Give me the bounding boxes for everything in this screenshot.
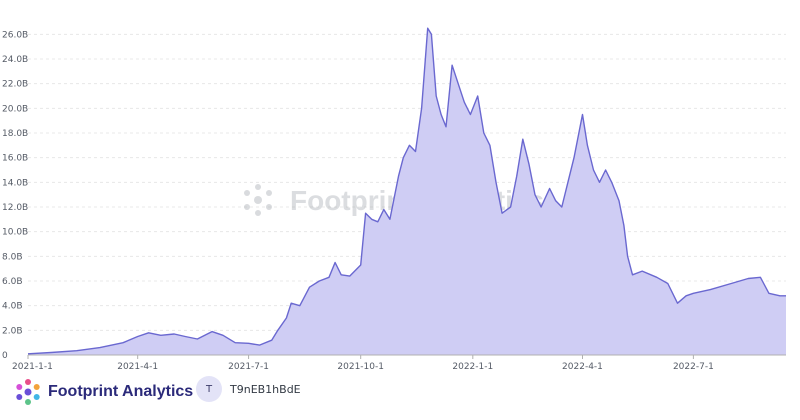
y-tick-label: 24.0B [2, 55, 28, 65]
y-tick-label: 6.0B [2, 277, 23, 287]
series-area [28, 28, 786, 355]
avatar[interactable]: T [196, 376, 222, 402]
x-tick-label: 2021-4-1 [117, 362, 158, 372]
y-tick-label: 0 [2, 351, 8, 361]
x-tick-label: 2022-4-1 [562, 362, 603, 372]
y-tick-label: 12.0B [2, 203, 28, 213]
x-axis-ticks: 2021-1-1 2021-4-1 2021-7-1 2021-10-1 2022-1-… [12, 355, 714, 372]
y-tick-label: 14.0B [2, 178, 28, 188]
y-tick-label: 8.0B [2, 252, 23, 262]
x-tick-label: 2021-10-1 [337, 362, 384, 372]
footer: Footprint Analytics T T9nEB1hBdE [0, 372, 800, 412]
y-tick-label: 16.0B [2, 154, 28, 164]
x-tick-label: 2021-7-1 [228, 362, 269, 372]
y-tick-label: 22.0B [2, 80, 28, 90]
footprint-logo-icon [244, 184, 272, 216]
series-line [27, 27, 786, 355]
username[interactable]: T9nEB1hBdE [230, 383, 301, 396]
x-tick-label: 2021-1-1 [12, 362, 53, 372]
y-tick-label: 4.0B [2, 302, 23, 312]
area-chart: Footprint Analytics 02.0B4.0B6.0B8.0B10.… [2, 27, 786, 372]
y-tick-label: 18.0B [2, 129, 28, 139]
x-tick-label: 2022-7-1 [673, 362, 714, 372]
y-tick-label: 26.0B [2, 30, 28, 40]
brand-name: Footprint Analytics [48, 383, 194, 400]
footprint-logo-icon [16, 379, 40, 405]
x-tick-label: 2022-1-1 [452, 362, 493, 372]
y-tick-label: 20.0B [2, 104, 28, 114]
y-axis-ticks: 0 2.0B 4.0B 6.0B 8.0B 10.0B 12.0B 14.0B 16.0B 18.… [2, 30, 28, 361]
y-tick-label: 2.0B [2, 326, 23, 336]
brand[interactable]: Footprint Analytics [14, 378, 193, 406]
y-tick-label: 10.0B [2, 228, 28, 238]
